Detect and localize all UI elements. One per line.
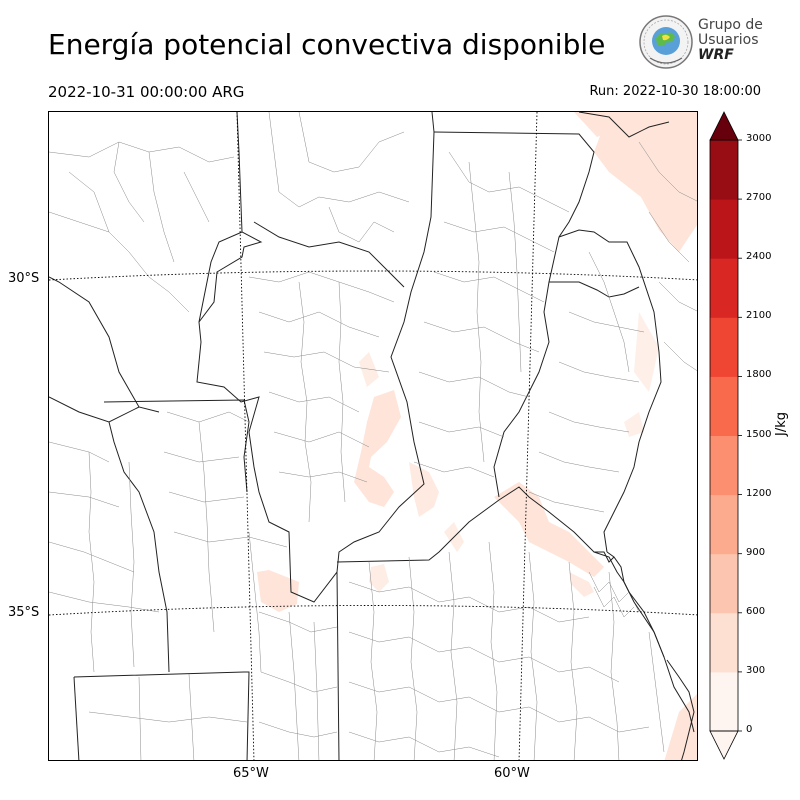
map-canvas xyxy=(49,112,697,760)
colorbar-tick-label: 3000 xyxy=(746,133,772,144)
colorbar-graphic xyxy=(709,111,742,760)
colorbar-tick-label: 900 xyxy=(746,546,766,558)
valid-time: 2022-10-31 00:00:00 ARG xyxy=(48,83,245,101)
colorbar-extend-min xyxy=(709,730,739,760)
colorbar-tick-label: 600 xyxy=(746,605,766,617)
colorbar-extend-max xyxy=(709,111,739,141)
colorbar-segment xyxy=(710,258,738,318)
globe-seal-icon xyxy=(639,15,693,69)
colorbar-segment xyxy=(710,199,738,259)
lat-label-30s: 30°S xyxy=(8,271,40,286)
colorbar-tick-label: 1800 xyxy=(746,369,772,381)
colorbar-segment xyxy=(710,612,738,673)
colorbar-tick-label: 1200 xyxy=(746,487,772,499)
lon-label-65w: 65°W xyxy=(233,766,269,781)
lon-label-60w: 60°W xyxy=(494,766,530,781)
colorbar-segment xyxy=(710,376,738,436)
logo-line-1: Grupo de xyxy=(698,17,763,33)
department-borders xyxy=(49,112,697,760)
colorbar-segment xyxy=(710,553,738,614)
colorbar xyxy=(708,111,748,761)
colorbar-units: J/kg xyxy=(774,412,789,436)
colorbar-tick-label: 2100 xyxy=(746,310,772,322)
logo-line-3: WRF xyxy=(698,47,734,63)
colorbar-segment xyxy=(710,317,738,377)
colorbar-tick-label: 1500 xyxy=(746,428,772,440)
colorbar-tick-label: 300 xyxy=(746,664,766,676)
wrf-logo: Grupo de Usuarios WRF xyxy=(638,14,768,74)
colorbar-tick-label: 0 xyxy=(746,724,753,735)
map-panel xyxy=(48,111,698,761)
run-time: Run: 2022-10-30 18:00:00 xyxy=(589,84,761,99)
province-borders xyxy=(49,112,695,760)
colorbar-tick-label: 2400 xyxy=(746,251,772,263)
colorbar-tick-label: 2700 xyxy=(746,192,772,204)
logo-line-2: Usuarios xyxy=(698,32,759,48)
coastline xyxy=(606,551,695,760)
map-title: Energía potencial convectiva disponible xyxy=(48,28,606,61)
lat-label-35s: 35°S xyxy=(8,605,40,620)
colorbar-segment xyxy=(710,140,738,200)
colorbar-segment xyxy=(710,435,738,496)
colorbar-segment xyxy=(710,671,738,732)
graticule xyxy=(49,112,697,760)
logo-text: Grupo de Usuarios WRF xyxy=(698,18,763,63)
colorbar-segment xyxy=(710,494,738,555)
cape-shading xyxy=(257,112,697,760)
